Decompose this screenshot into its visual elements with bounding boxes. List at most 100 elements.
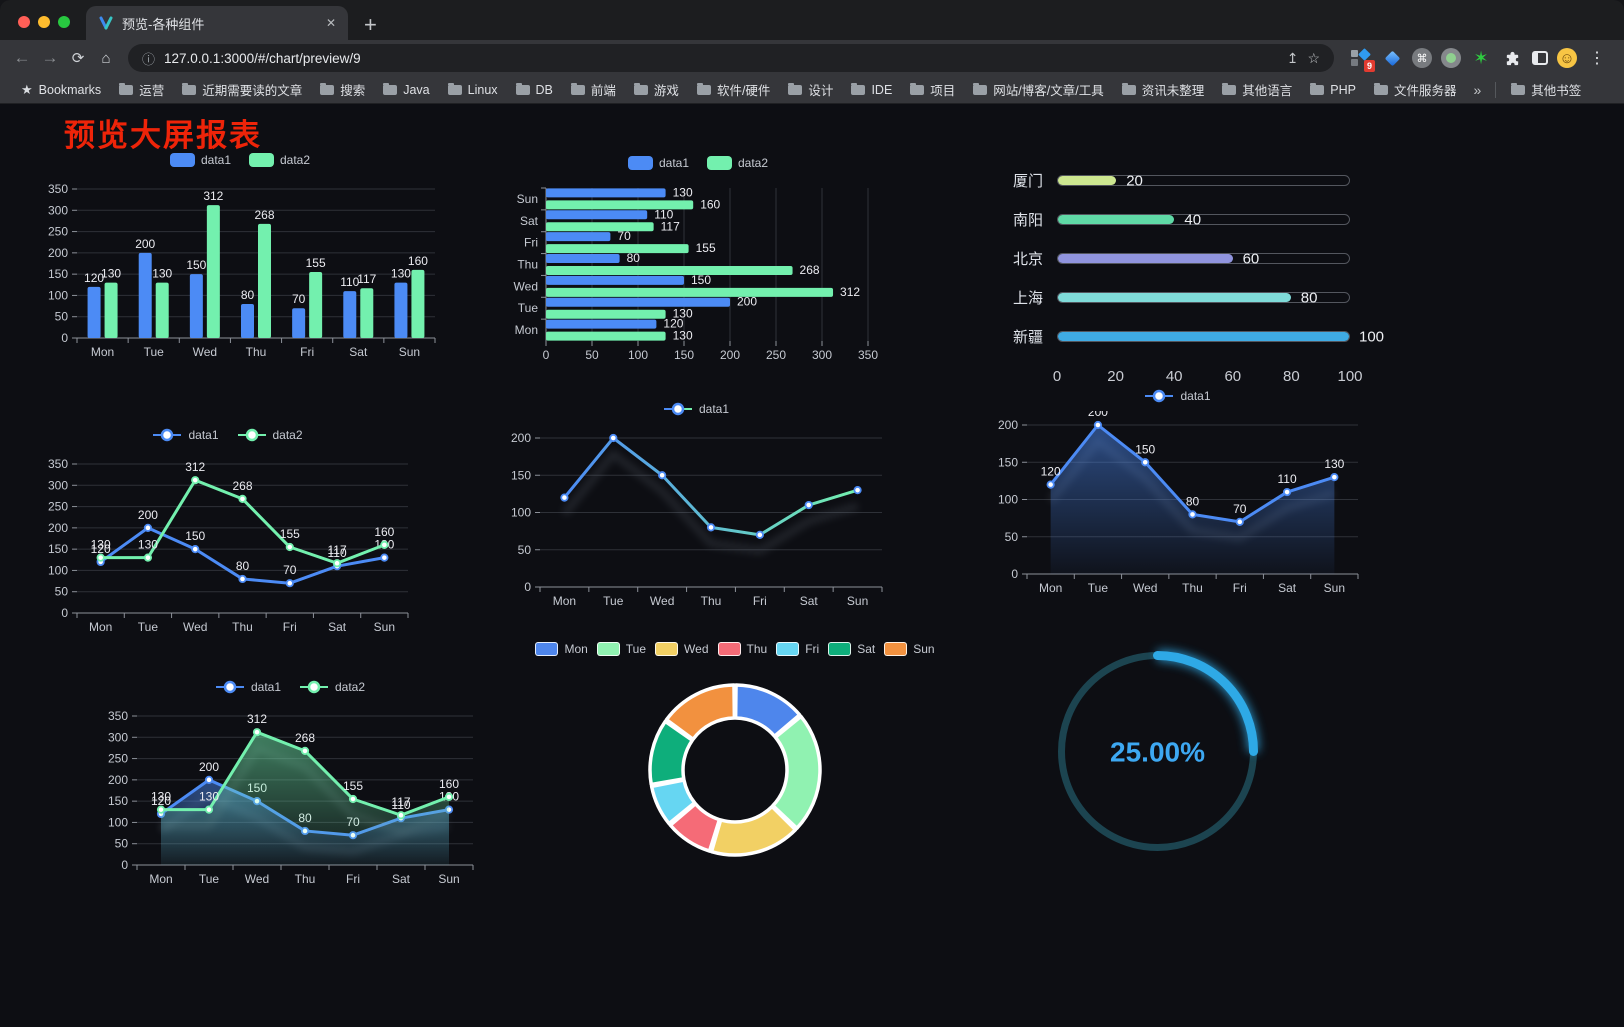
bookmarks-root[interactable]: ★ Bookmarks [12,79,110,101]
svg-text:150: 150 [185,529,205,543]
bookmark-folder[interactable]: 搜索 [311,77,374,102]
svg-text:0: 0 [61,331,68,345]
svg-text:100: 100 [48,563,68,577]
menu-icon[interactable]: ⋮ [1589,50,1605,67]
tab-close-icon[interactable]: ✕ [325,16,336,30]
legend-item[interactable]: data2 [237,428,303,442]
legend-item[interactable]: data2 [249,153,310,167]
legend-item[interactable]: data1 [215,680,281,694]
legend-item[interactable]: Wed [655,642,709,656]
svg-text:Tue: Tue [518,301,539,315]
bookmark-folder[interactable]: 资讯未整理 [1113,77,1214,102]
folder-icon [1121,82,1136,95]
close-window-button[interactable] [18,16,30,28]
svg-text:120: 120 [1041,465,1061,479]
legend-item[interactable]: data1 [627,156,689,170]
extensions-puzzle-icon[interactable] [1501,47,1523,69]
progress-value: 100 [1359,328,1385,345]
gem-extension-icon[interactable] [1381,47,1403,69]
command-extension-icon[interactable]: ⌘ [1412,48,1432,68]
legend-item[interactable]: Sun [884,642,935,656]
bookmark-label: IDE [871,82,893,97]
bookmark-star-icon[interactable]: ☆ [1307,49,1320,66]
grid-diamond-extension-icon[interactable]: 9 [1350,47,1375,72]
address-bar[interactable]: ⓘ 127.0.0.1:3000/#/chart/preview/9 ↥ ☆ [128,44,1334,72]
svg-text:160: 160 [439,777,459,791]
svg-text:Sun: Sun [399,345,420,359]
legend-item[interactable]: Thu [717,642,767,656]
chart-week-donut: Mon Tue Wed Thu Fri Sat Sun [535,638,935,978]
bookmark-folder[interactable]: IDE [842,80,901,100]
bookmark-folder[interactable]: 前端 [562,77,625,102]
svg-text:150: 150 [108,794,128,808]
svg-text:Sun: Sun [517,192,538,206]
svg-text:Fri: Fri [524,236,538,250]
bookmarks-overflow-icon[interactable]: » [1473,81,1482,98]
bookmark-folder[interactable]: 运营 [110,77,173,102]
progress-row: 厦门 20 [1013,161,1350,200]
bookmark-folder[interactable]: 文件服务器 [1365,77,1466,102]
maximize-window-button[interactable] [58,16,70,28]
legend-item[interactable]: data1 [169,153,231,167]
minimize-window-button[interactable] [38,16,50,28]
profile-avatar[interactable]: ☺ [1557,48,1577,68]
legend-item[interactable]: data2 [707,156,768,170]
svg-text:80: 80 [236,559,250,573]
svg-text:0: 0 [1011,567,1018,581]
progress-label: 上海 [1013,290,1044,307]
chart-line-two-series: data1 data2 0 50 100 150 200 250 300 350 Mon Tue Wed… [35,424,420,639]
svg-text:50: 50 [585,348,599,362]
svg-text:110: 110 [1278,472,1297,486]
axis-tick-label: 100 [1337,368,1363,385]
bookmark-folder[interactable]: 项目 [901,77,964,102]
bookmark-folder[interactable]: 软件/硬件 [688,77,779,102]
svg-text:Sat: Sat [349,345,368,359]
legend-item[interactable]: data1 [663,402,729,416]
svg-text:250: 250 [48,225,68,239]
bookmark-folder[interactable]: 近期需要读的文章 [173,77,311,102]
bookmark-folder[interactable]: 其他语言 [1213,77,1301,102]
svg-text:312: 312 [185,460,205,474]
bookmark-folder[interactable]: DB [507,80,562,100]
svg-text:Tue: Tue [144,345,165,359]
green-star-extension-icon[interactable]: ✶ [1473,47,1489,68]
legend-item[interactable]: data1 [152,428,219,442]
home-button[interactable]: ⌂ [101,49,111,67]
new-tab-button[interactable]: + [364,12,377,37]
side-panel-icon[interactable] [1532,51,1548,65]
bookmark-folder[interactable]: 设计 [779,77,842,102]
svg-text:Tue: Tue [138,620,159,634]
bookmark-folder[interactable]: Java [374,80,438,100]
bookmark-folder[interactable]: Linux [439,80,507,100]
folder-icon [1222,82,1237,95]
legend-item[interactable]: Mon [535,642,588,656]
folder-icon [696,82,711,95]
bookmark-label: 近期需要读的文章 [202,84,303,98]
recorder-extension-icon[interactable] [1441,48,1461,68]
forward-button[interactable]: → [41,48,59,67]
svg-text:200: 200 [511,431,531,445]
bookmark-folder[interactable]: 网站/博客/文章/工具 [964,77,1112,102]
progress-axis: 0 20 40 60 80 100 [1053,368,1363,390]
bookmark-folder[interactable]: 游戏 [625,77,688,102]
legend-item[interactable]: Sat [828,642,875,656]
svg-text:150: 150 [998,455,1018,469]
site-info-icon[interactable]: ⓘ [142,51,156,67]
url-text[interactable]: 127.0.0.1:3000/#/chart/preview/9 [164,50,361,66]
legend-item[interactable]: data2 [299,680,365,694]
back-button[interactable]: ← [13,48,31,67]
legend-item[interactable]: data1 [1144,389,1211,403]
svg-text:Mon: Mon [1039,581,1062,595]
reload-button[interactable]: ⟳ [71,50,85,67]
svg-text:70: 70 [283,563,297,577]
svg-text:150: 150 [691,273,711,287]
svg-text:Sat: Sat [392,872,411,886]
legend-item[interactable]: Fri [776,642,819,656]
legend-item[interactable]: Tue [596,642,646,656]
chart-grouped-bar-horizontal: data1 data2 0 50 100 150 200 250 300 350 Mon 120 130… [500,152,896,367]
browser-tab[interactable]: 预览-各种组件 ✕ [86,6,348,40]
bookmark-folder[interactable]: PHP [1301,80,1365,100]
other-bookmarks[interactable]: 其他书签 [1502,77,1590,102]
svg-text:50: 50 [55,310,69,324]
share-icon[interactable]: ↥ [1286,49,1299,66]
